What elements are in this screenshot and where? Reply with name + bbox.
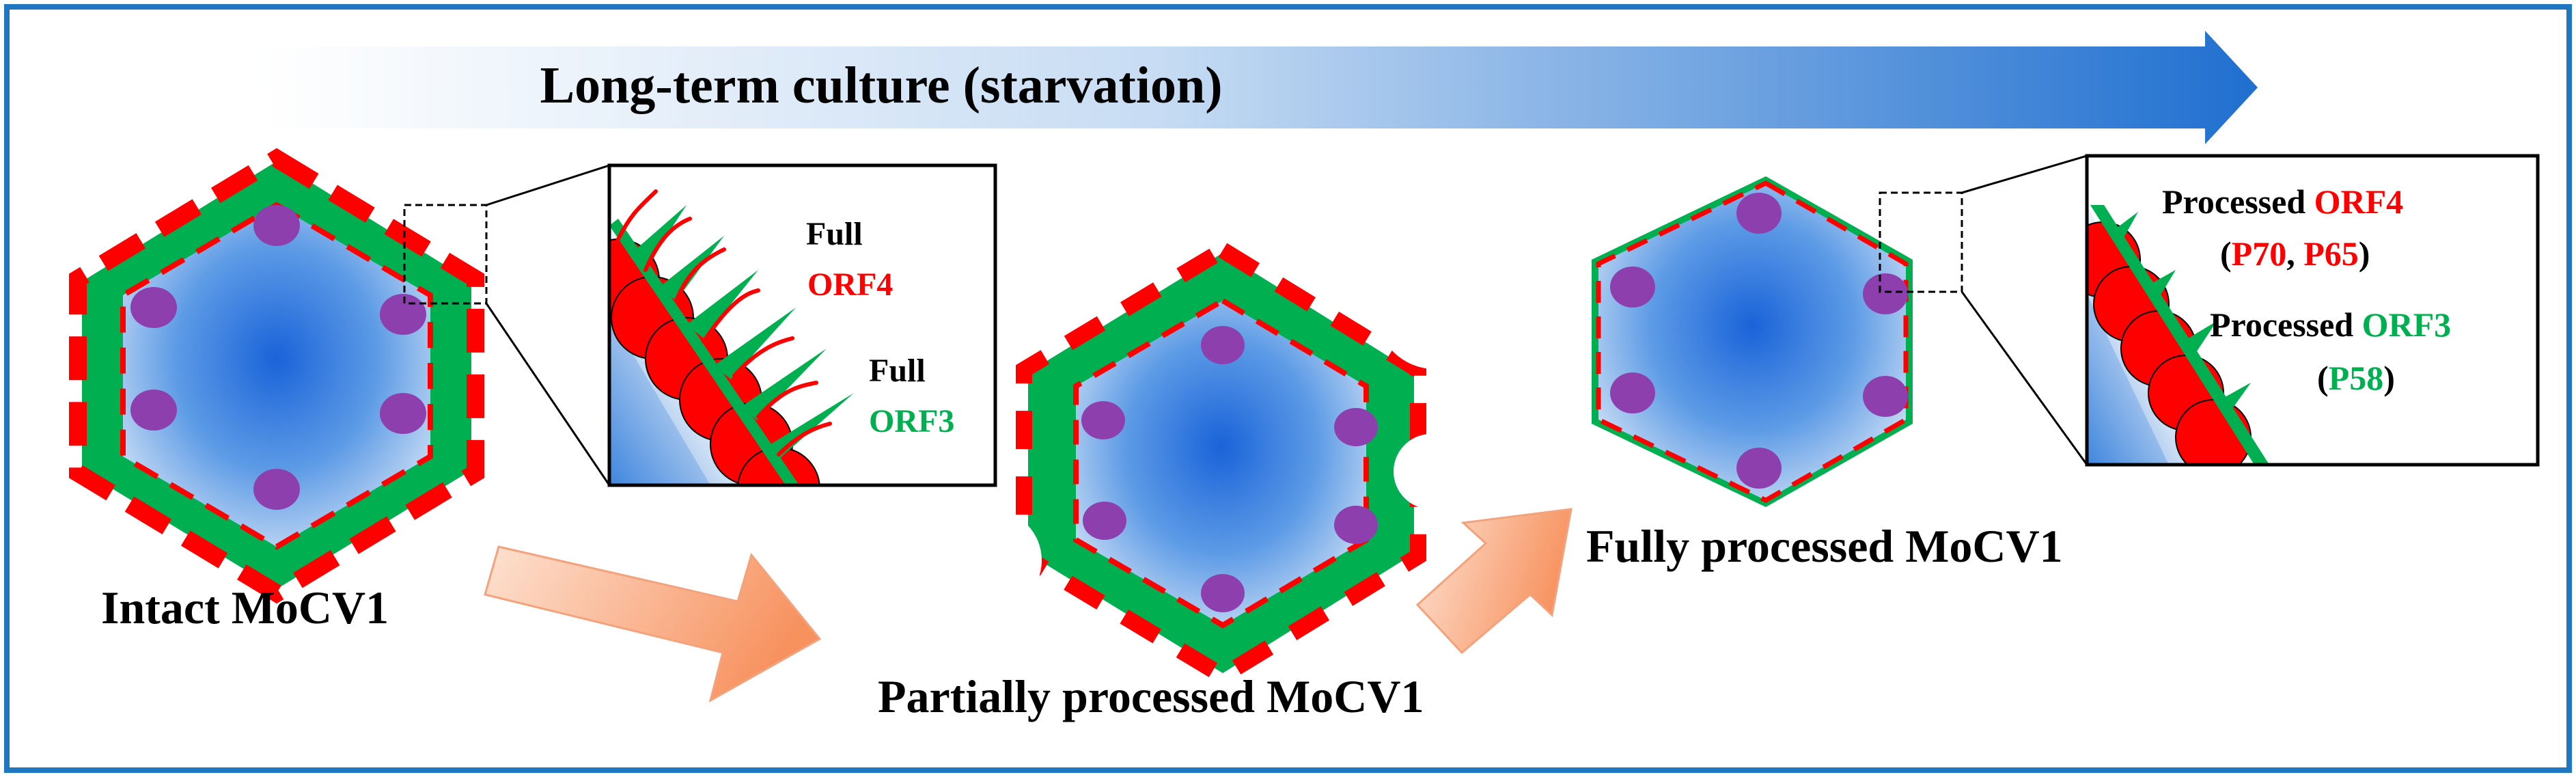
process-arrow-icon [1415, 508, 1573, 655]
banner-arrow: Long-term culture (starvation) [260, 31, 2258, 144]
purple-subunit-icon [130, 205, 426, 510]
inset-processed-orf3: Processed ORF3 [2210, 305, 2451, 344]
inset-processed-orf4: Processed ORF4 [2162, 182, 2403, 221]
inset-intact-orf4-word: Full [806, 216, 863, 252]
full-label: Fully processed MoCV1 [1586, 520, 2063, 572]
inset-intact-orf4-name: ORF4 [807, 267, 893, 303]
banner-text: Long-term culture (starvation) [540, 57, 1222, 114]
process-arrow-icon [484, 545, 822, 703]
purple-subunit-icon [1081, 326, 1378, 612]
inset-intact-orf3-word: Full [869, 353, 926, 389]
purple-subunit-icon [1610, 193, 1908, 489]
zoom-box-icon [403, 204, 488, 305]
intact-label: Intact MoCV1 [101, 582, 389, 633]
inset-intact: Full ORF4 Full ORF3 [607, 163, 997, 487]
inset-processed-orf3-peptide: (P58) [2317, 359, 2395, 397]
full-capsid [1592, 176, 1913, 507]
inset-processed: Processed ORF4 (P70, P65) Processed ORF3… [2085, 154, 2540, 467]
zoom-box-icon [1879, 191, 1963, 293]
partial-label: Partially processed MoCV1 [878, 670, 1424, 722]
inset-processed-orf4-peptides: (P70, P65) [2220, 234, 2370, 273]
inset-intact-orf3-name: ORF3 [869, 403, 954, 439]
partial-capsid [939, 240, 1493, 686]
intact-capsid [69, 148, 484, 604]
